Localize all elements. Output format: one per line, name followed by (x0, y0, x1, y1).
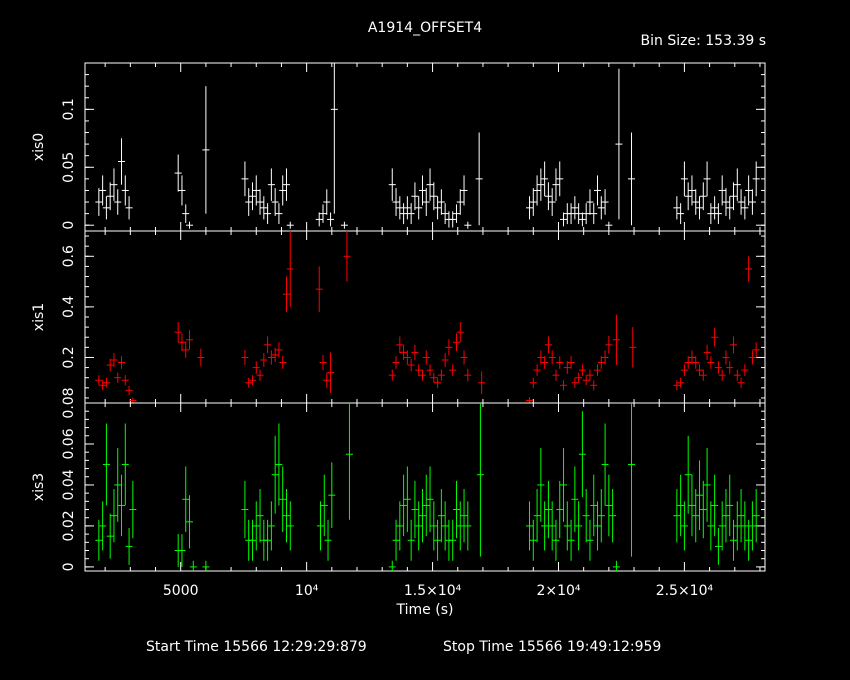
xis0-ytick-label: 0.1 (61, 98, 77, 120)
xis3-ytick-label: 0 (61, 562, 77, 571)
xis3-ytick-label: 0.08 (61, 387, 77, 418)
xis0-ytick-label: 0 (61, 221, 77, 230)
x-axis-label: Time (s) (396, 602, 454, 618)
xis3-ytick-label: 0.02 (61, 510, 77, 541)
x-tick-label: 5000 (163, 583, 199, 599)
xis3-axis-label: xis3 (31, 473, 47, 501)
xis0-axis-label: xis0 (31, 133, 47, 161)
xis1-axis-label: xis1 (31, 303, 47, 331)
stop-time-label: Stop Time 15566 19:49:12:959 (443, 639, 661, 655)
xis0-frame (84, 62, 766, 232)
xis0-ytick-label: 0.05 (61, 152, 77, 183)
xis1-frame (84, 230, 766, 404)
xis3-ytick-label: 0.06 (61, 428, 77, 459)
x-tick-label: 2.5×10⁴ (656, 583, 714, 599)
plot-title: A1914_OFFSET4 (368, 20, 482, 36)
bin-size-label: Bin Size: 153.39 s (641, 33, 766, 49)
x-tick-label: 1.5×10⁴ (404, 583, 462, 599)
xis1-ytick-label: 0.2 (61, 346, 77, 368)
xis3-frame (84, 402, 766, 572)
xis1-ytick-label: 0.6 (61, 245, 77, 267)
x-tick-label: 10⁴ (295, 583, 319, 599)
x-tick-label: 2×10⁴ (536, 583, 580, 599)
start-time-label: Start Time 15566 12:29:29:879 (146, 639, 367, 655)
xis1-ytick-label: 0.4 (61, 296, 77, 318)
xis3-ytick-label: 0.04 (61, 469, 77, 500)
panels-group: 0 0.05 0.1 xis0 0.2 0.4 0.6 xis1 0 0.02 0.04 0.06 0.… (31, 62, 766, 599)
